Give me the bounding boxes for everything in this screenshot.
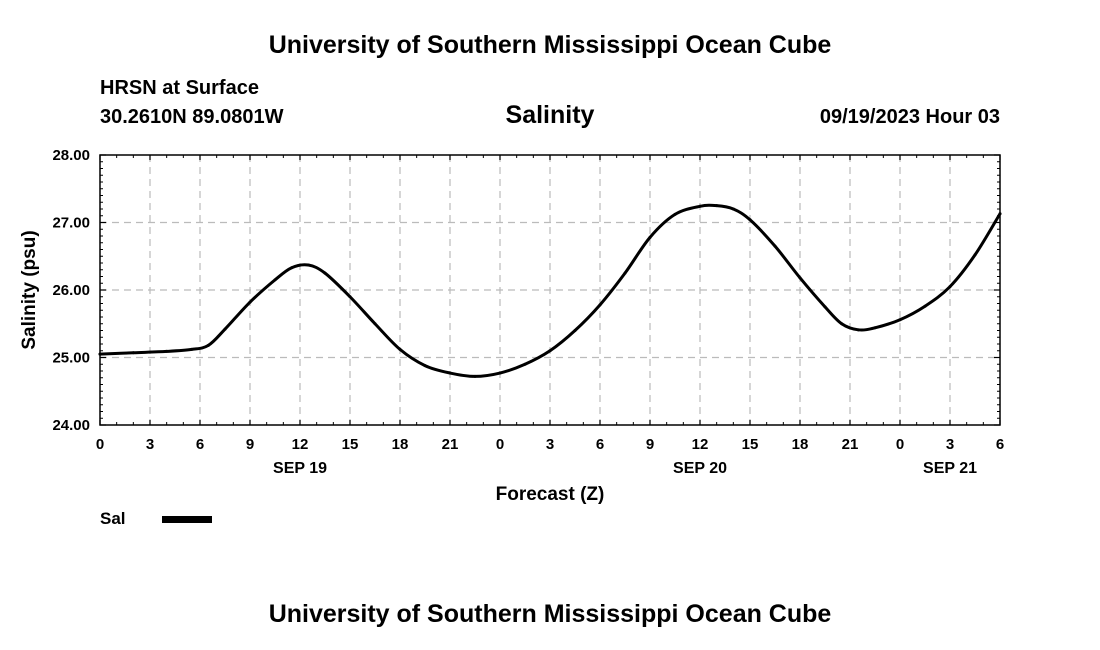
page-title: University of Southern Mississippi Ocean…: [268, 31, 832, 59]
x-tick-label: 3: [146, 436, 154, 453]
data-point: [948, 285, 952, 289]
data-point: [898, 318, 902, 322]
y-tick-label: 24.00: [52, 417, 90, 434]
grid-lines: [100, 155, 1000, 425]
series-layer: [98, 203, 1002, 378]
data-point: [348, 295, 352, 299]
data-point: [856, 328, 860, 332]
x-tick-label: 18: [792, 436, 809, 453]
forecast-datetime: 09/19/2023 Hour 03: [819, 106, 1000, 128]
legend-swatch: [162, 516, 212, 523]
x-tick-label: 3: [546, 436, 554, 453]
station-coordinates: 30.2610N 89.0801W: [100, 106, 284, 128]
data-point: [998, 212, 1002, 216]
data-point: [648, 235, 652, 239]
y-tick-label: 28.00: [52, 147, 90, 164]
date-label: SEP 20: [673, 460, 727, 477]
series-line-sal: [98, 203, 1002, 378]
x-tick-label: 0: [96, 436, 104, 453]
y-tick-label: 27.00: [52, 215, 90, 232]
data-point: [373, 322, 377, 326]
x-axis-title: Forecast (Z): [496, 484, 605, 505]
x-tick-label: 21: [442, 436, 459, 453]
y-tick-label: 26.00: [52, 282, 90, 299]
data-point: [206, 343, 210, 347]
y-axis-title: Salinity (psu): [19, 230, 40, 349]
tick-labels: 0 3 6 9 12 15 18 21 0 3 6 9 12 15 18 21 0 3 6 24.00 25.00 26.…: [52, 147, 1004, 477]
data-point: [715, 204, 719, 208]
data-point: [290, 266, 294, 270]
data-point: [748, 218, 752, 222]
data-point: [190, 347, 194, 351]
x-tick-label: 9: [646, 436, 654, 453]
x-tick-label: 12: [692, 436, 709, 453]
data-point: [731, 207, 735, 211]
data-point: [248, 300, 252, 304]
data-point: [873, 326, 877, 330]
data-point: [448, 371, 452, 375]
y-tick-label: 25.00: [52, 350, 90, 367]
data-point: [923, 304, 927, 308]
data-point: [473, 374, 477, 378]
data-point: [523, 362, 527, 366]
station-name: HRSN at Surface: [100, 77, 259, 99]
data-point: [223, 327, 227, 331]
data-point: [840, 322, 844, 326]
x-tick-label: 6: [596, 436, 604, 453]
data-point: [698, 204, 702, 208]
x-tick-label: 12: [292, 436, 309, 453]
x-tick-label: 0: [896, 436, 904, 453]
data-point: [573, 329, 577, 332]
x-tick-label: 18: [392, 436, 409, 453]
x-tick-label: 0: [496, 436, 504, 453]
data-point: [548, 349, 552, 353]
x-tick-label: 9: [246, 436, 254, 453]
date-label: SEP 21: [923, 460, 977, 477]
data-point: [131, 351, 135, 355]
data-point: [98, 352, 102, 356]
x-tick-label: 3: [946, 436, 954, 453]
data-point: [598, 303, 602, 307]
date-label: SEP 19: [273, 460, 327, 477]
x-tick-label: 6: [196, 436, 204, 453]
data-point: [323, 271, 327, 275]
data-point: [673, 212, 677, 216]
x-tick-label: 21: [842, 436, 859, 453]
data-point: [498, 371, 502, 375]
axis-ticks: [99, 154, 1001, 426]
data-point: [165, 349, 169, 353]
legend-label: Sal: [100, 509, 126, 528]
footer-title: University of Southern Mississippi Ocean…: [268, 600, 832, 628]
data-point: [798, 276, 802, 280]
x-tick-label: 15: [342, 436, 359, 453]
data-point: [773, 244, 777, 248]
data-point: [623, 271, 627, 275]
x-tick-label: 15: [742, 436, 759, 453]
data-point: [398, 347, 402, 351]
data-point: [273, 278, 277, 282]
data-point: [823, 305, 827, 309]
x-tick-label: 6: [996, 436, 1004, 453]
data-point: [306, 263, 310, 267]
data-point: [973, 253, 977, 257]
data-point: [423, 364, 427, 368]
chart-title: Salinity: [505, 101, 595, 129]
